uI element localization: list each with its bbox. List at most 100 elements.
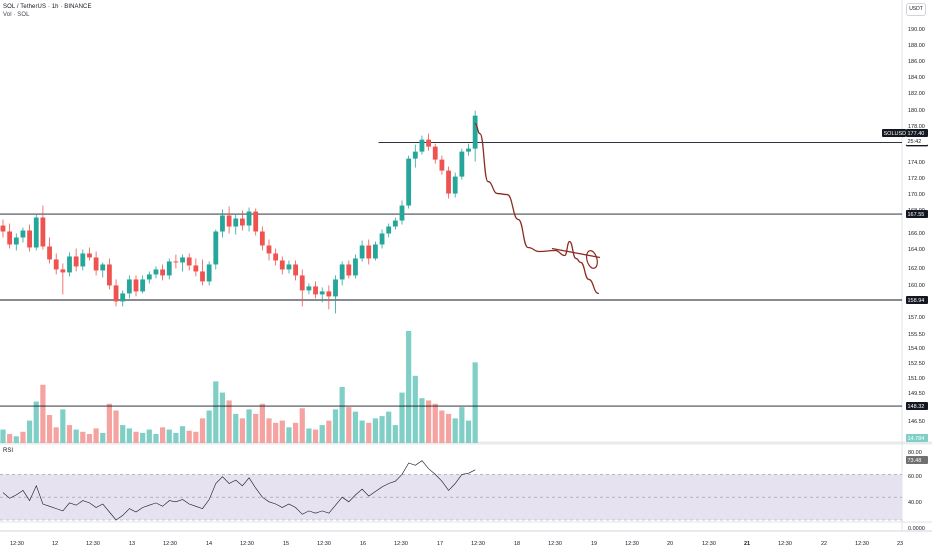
volume-bar <box>166 429 172 443</box>
rsi-layer <box>0 460 902 521</box>
rsi-tick-label: 40.00 <box>908 500 922 506</box>
candle-body <box>146 274 152 280</box>
candle-body <box>392 220 398 227</box>
candle-body <box>319 291 325 295</box>
time-tick-label: 12:30 <box>702 541 716 547</box>
price-tick-label: 164.00 <box>908 247 925 253</box>
volume-bar <box>133 431 139 443</box>
candle-body <box>313 286 318 295</box>
candle-body <box>459 151 465 177</box>
candle-body <box>80 253 86 267</box>
volume-bar <box>173 432 179 443</box>
currency-button[interactable]: USDT <box>906 3 926 16</box>
level-price-tag-text: 148.32 <box>908 404 925 410</box>
volume-bar <box>146 429 152 443</box>
candle-body <box>379 233 385 245</box>
time-tick-label: 12:30 <box>394 541 408 547</box>
time-tick-label: 12:30 <box>86 541 100 547</box>
level-price-tag-text: 167.55 <box>908 212 925 218</box>
candle-body <box>432 146 438 160</box>
volume-bar <box>40 384 46 443</box>
volume-bar <box>399 392 405 443</box>
candle-body <box>0 225 6 232</box>
candle-body <box>259 231 265 246</box>
candle-body <box>186 257 192 266</box>
candle-body <box>20 230 26 238</box>
candle-body <box>173 261 179 263</box>
projection-loop <box>585 250 598 269</box>
candle-body <box>266 245 272 254</box>
time-tick-label: 12:30 <box>855 541 869 547</box>
volume-bar <box>153 434 159 443</box>
time-tick-label: 15 <box>283 541 289 547</box>
volume-bar <box>126 428 132 443</box>
volume-bar <box>299 408 305 443</box>
volume-bar <box>293 422 299 443</box>
candle-body <box>40 217 46 247</box>
price-tick-label: 151.00 <box>908 376 925 382</box>
volume-bar <box>379 416 385 443</box>
rsi-tick-label: 80.00 <box>908 450 922 456</box>
time-tick-label: 21 <box>744 541 750 547</box>
volume-bar <box>179 426 186 443</box>
countdown-tag-text: 25:42 <box>908 139 922 145</box>
volume-bar <box>306 428 312 443</box>
level-price-tag <box>906 296 928 304</box>
candle-body <box>439 159 445 171</box>
drawing-layer[interactable] <box>474 123 601 295</box>
volume-bar <box>386 411 392 443</box>
volume-bar <box>346 407 352 443</box>
candle-body <box>53 259 59 270</box>
volume-bar <box>419 398 425 443</box>
last-price-tag-text: 177.40 <box>908 131 925 137</box>
candle-body <box>206 264 212 282</box>
volume-bar <box>412 375 418 443</box>
price-tick-label: 149.50 <box>908 391 925 397</box>
candle-body <box>126 279 132 294</box>
time-tick-label: 12:30 <box>10 541 24 547</box>
candle-body <box>333 279 338 297</box>
countdown-tag <box>906 137 928 145</box>
candle-body <box>233 218 239 227</box>
price-tick-label: 152.50 <box>908 361 925 367</box>
volume-bar <box>406 331 412 443</box>
volume-bar <box>73 429 79 443</box>
rsi-tick-label: 60.00 <box>908 474 922 480</box>
rsi-legend[interactable]: RSI <box>3 448 14 454</box>
volume-bar <box>326 420 332 443</box>
lower-pane <box>0 522 932 531</box>
candle-body <box>240 218 245 226</box>
level-price-tag <box>906 402 928 411</box>
symbol-tag-text: SOLUSDT <box>884 131 911 137</box>
projection-line <box>551 247 601 259</box>
level-layer[interactable] <box>0 141 902 407</box>
candle-body <box>93 257 99 271</box>
volume-bar <box>432 403 438 443</box>
candle-body <box>286 264 292 270</box>
price-tick-label: 154.00 <box>908 346 925 352</box>
candle-body <box>193 265 199 272</box>
symbol-title[interactable]: SOL / TetherUS · 1h · BINANCE <box>3 4 92 10</box>
volume-bar <box>253 413 259 443</box>
candle-body <box>153 269 159 275</box>
candle-body <box>13 237 19 245</box>
candle-body <box>33 217 39 248</box>
volume-bar <box>20 431 26 443</box>
candle-body <box>220 215 225 232</box>
volume-bar <box>352 411 359 443</box>
volume-bar <box>339 387 345 443</box>
candle-body <box>226 215 232 227</box>
volume-bar <box>86 434 93 443</box>
candle-body <box>472 115 478 149</box>
candle-body <box>373 244 378 259</box>
volume-legend[interactable]: Vol · SOL <box>3 12 30 18</box>
candle-body <box>180 257 185 263</box>
candle-body <box>346 264 352 276</box>
lower-pane-tick-label: 0.0000 <box>908 526 925 532</box>
price-tick-label: 170.00 <box>908 192 925 198</box>
grid-layer <box>0 0 932 532</box>
volume-bar <box>66 425 73 443</box>
candle-body <box>107 264 112 286</box>
time-tick-label: 16 <box>360 541 366 547</box>
